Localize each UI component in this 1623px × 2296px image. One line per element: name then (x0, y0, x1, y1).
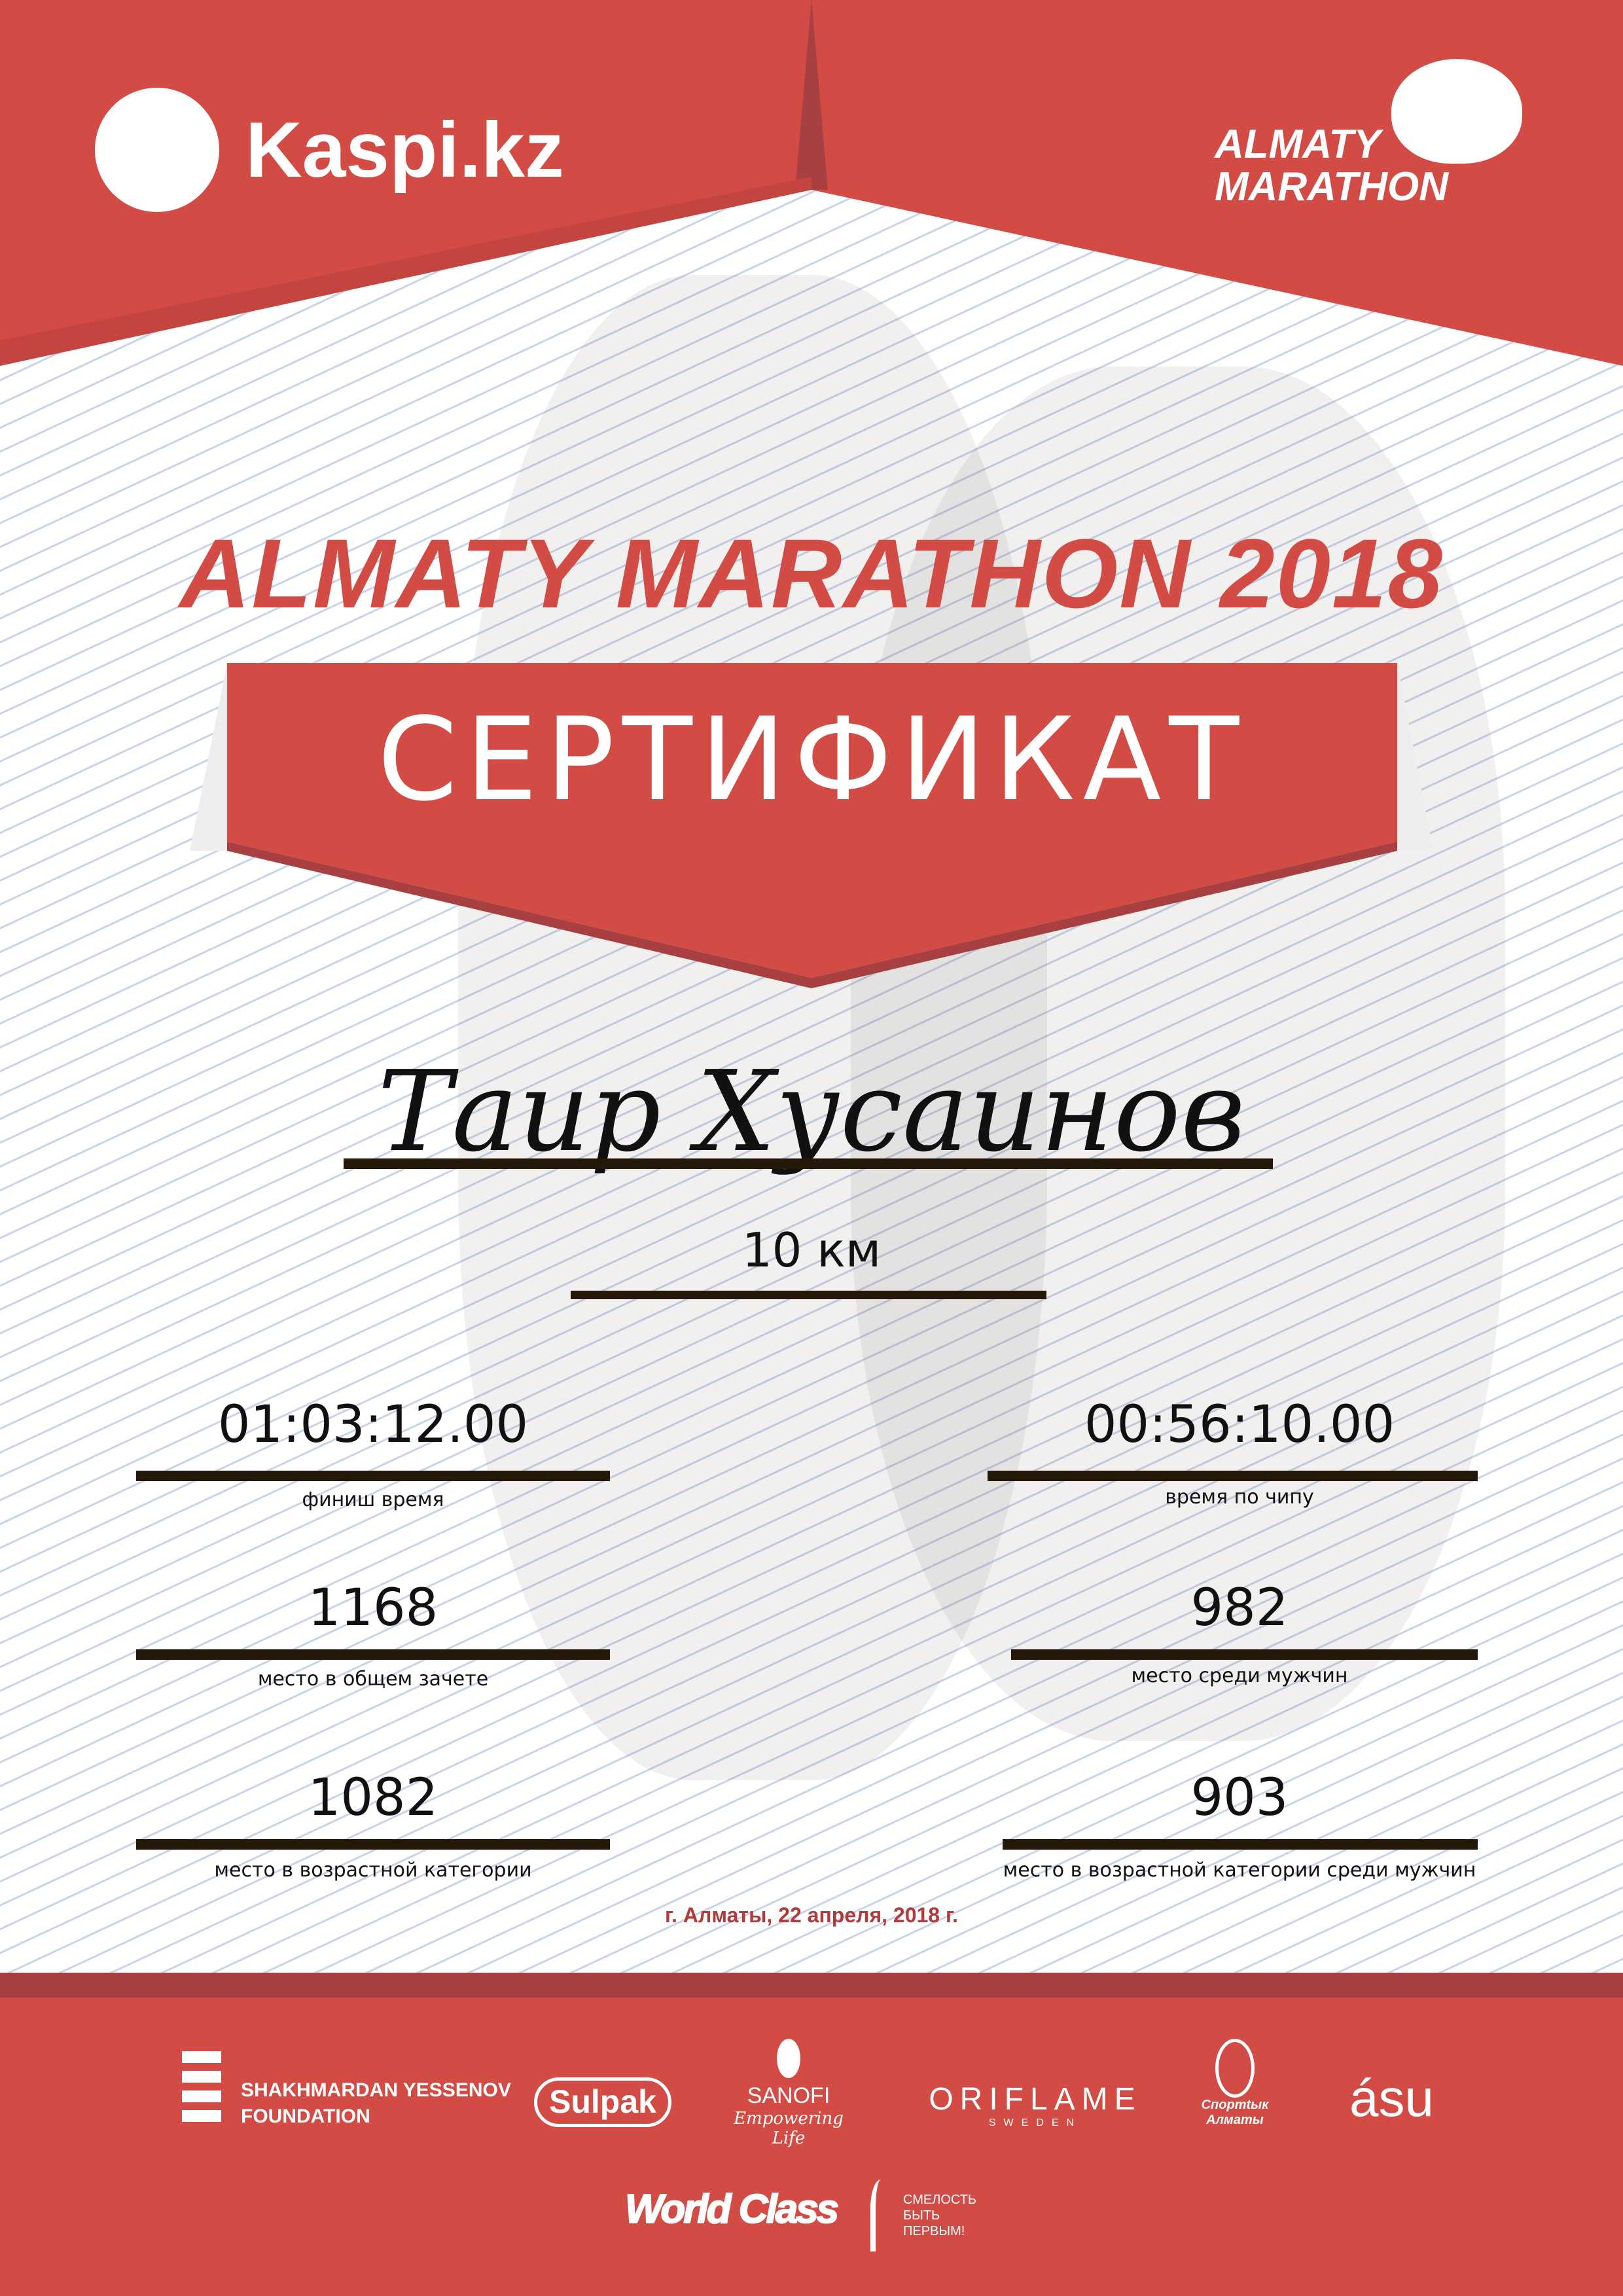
age-place-underline (136, 1839, 610, 1850)
kaspi-icon (95, 88, 219, 212)
fund-logo: СМЕЛОСТЬ БЫТЬ ПЕРВЫМ! (870, 2179, 976, 2251)
sport-almaty-logo: Спортtык Алматы (1199, 2039, 1271, 2128)
name-underline (344, 1158, 1273, 1169)
header-banner (0, 0, 1623, 366)
men-place-underline (1011, 1649, 1478, 1660)
participant-name: Таир Хусаинов (377, 1047, 1246, 1177)
event-title: ALMATY MARATHON 2018 (179, 518, 1444, 628)
sanofi-logo: SANOFI Empowering Life (726, 2039, 851, 2148)
yessenov-bars-icon (182, 2051, 221, 2130)
chip-time-underline (988, 1471, 1478, 1481)
chip-time-value: 00:56:10.00 (1084, 1395, 1395, 1454)
yessenov-foundation-logo: SHAKHMARDAN YESSENOV FOUNDATION (182, 2051, 511, 2130)
certificate-heading: СЕРТИФИКАТ (377, 694, 1247, 827)
finish-time-value: 01:03:12.00 (217, 1395, 529, 1454)
men-age-place-value: 903 (1190, 1768, 1289, 1827)
distance: 10 км (741, 1223, 882, 1278)
runner-photo-woman (851, 367, 1505, 1741)
runner-photo-man (458, 275, 1047, 1780)
chip-time-label: время по чипу (1165, 1486, 1314, 1509)
fund-figure-icon (870, 2179, 897, 2251)
finish-time-underline (136, 1471, 610, 1481)
sulpak-logo: Sulpak (534, 2077, 671, 2127)
men-place-value: 982 (1190, 1579, 1289, 1638)
men-age-place-underline (1003, 1839, 1478, 1850)
kaspi-logo: Kaspi.kz (95, 88, 564, 212)
certificate-ribbon (190, 663, 1433, 988)
footer-stripe (0, 1973, 1623, 1999)
runner-icon (1391, 59, 1522, 164)
sponsor-footer (0, 1998, 1623, 2296)
men-place-label: место среди мужчин (1131, 1664, 1348, 1687)
overall-place-label: место в общем зачете (257, 1668, 489, 1691)
sanofi-bird-icon (777, 2039, 800, 2078)
overall-place-value: 1168 (308, 1579, 438, 1638)
distance-underline (571, 1291, 1046, 1299)
sport-almaty-emblem-icon (1215, 2039, 1255, 2098)
overall-place-underline (136, 1649, 610, 1660)
oriflame-logo: ORIFLAME SWEDEN (929, 2082, 1142, 2128)
finish-time-label: финиш время (302, 1488, 444, 1511)
age-place-value: 1082 (308, 1768, 438, 1827)
age-place-label: место в возрастной категории (214, 1859, 532, 1882)
world-class-logo: World Class (624, 2186, 840, 2233)
certificate-date: г. Алматы, 22 апреля, 2018 г. (665, 1903, 958, 1927)
men-age-place-label: место в возрастной категории среди мужчи… (1003, 1859, 1476, 1882)
almaty-marathon-logo: ALMATY MARATHON (1215, 59, 1529, 216)
asu-logo: ásu (1349, 2069, 1434, 2127)
